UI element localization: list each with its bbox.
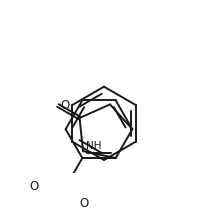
- Text: O: O: [79, 197, 88, 208]
- Text: O: O: [60, 99, 70, 112]
- Text: O: O: [29, 181, 38, 193]
- Text: NH: NH: [85, 141, 101, 151]
